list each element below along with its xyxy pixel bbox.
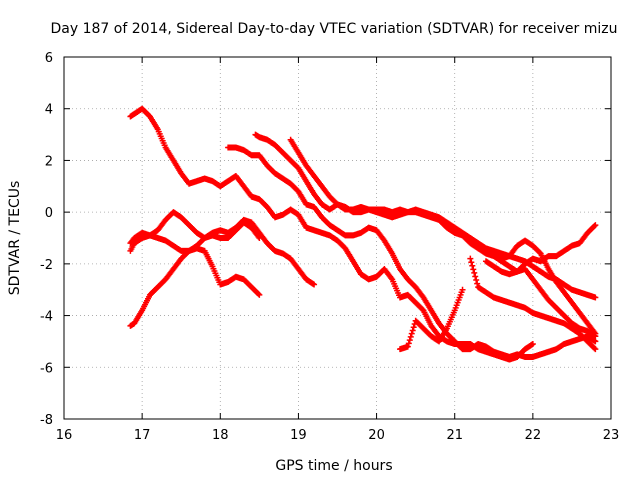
- x-tick-label: 18: [212, 428, 229, 443]
- data-point: [592, 346, 599, 353]
- data-point: [471, 269, 478, 276]
- data-point: [404, 343, 411, 350]
- data-point: [472, 273, 479, 280]
- data-point: [405, 340, 412, 347]
- y-tick-label: -2: [40, 258, 53, 273]
- data-series: [287, 136, 599, 301]
- data-point: [459, 286, 466, 293]
- data-point: [591, 223, 598, 230]
- data-markers: [127, 105, 599, 363]
- data-point: [468, 259, 475, 266]
- data-point: [408, 330, 415, 337]
- y-tick-label: 6: [45, 51, 53, 66]
- data-point: [529, 341, 536, 348]
- data-series: [127, 245, 263, 329]
- x-tick-label: 22: [525, 428, 542, 443]
- data-series: [225, 144, 599, 360]
- y-tick-label: 2: [45, 154, 53, 169]
- data-point: [591, 345, 598, 352]
- x-tick-label: 19: [290, 428, 307, 443]
- y-tick-label: -6: [40, 361, 53, 376]
- chart-title: Day 187 of 2014, Sidereal Day-to-day VTE…: [51, 21, 618, 37]
- data-series: [397, 286, 466, 353]
- y-tick-label: -8: [40, 413, 53, 428]
- data-point: [409, 327, 416, 334]
- x-tick-label: 20: [368, 428, 385, 443]
- x-tick-label: 17: [134, 428, 151, 443]
- data-series: [482, 237, 599, 337]
- x-tick-label: 23: [603, 428, 620, 443]
- data-series: [467, 255, 599, 353]
- data-point: [592, 338, 599, 345]
- data-point: [410, 324, 417, 331]
- plot-frame: [63, 56, 612, 420]
- y-tick-label: 4: [45, 103, 53, 118]
- data-point: [473, 277, 480, 284]
- axis-ticks: 16 17 18 19 20 21 22 23 -8 -6 -4 -2 0 2 4 6: [40, 51, 619, 443]
- data-point: [474, 280, 481, 287]
- data-point: [592, 222, 599, 229]
- data-point: [467, 255, 474, 262]
- data-point: [470, 266, 477, 273]
- x-tick-label: 16: [56, 428, 73, 443]
- data-series: [482, 222, 599, 278]
- data-point: [406, 337, 413, 344]
- data-point: [255, 290, 262, 297]
- x-axis-label: GPS time / hours: [275, 458, 392, 474]
- data-series: [127, 105, 536, 363]
- y-tick-label: -4: [40, 310, 53, 325]
- data-point: [592, 294, 599, 301]
- data-point: [256, 235, 263, 241]
- data-point: [469, 262, 476, 269]
- data-point: [256, 291, 263, 298]
- y-axis-label: SDTVAR / TECUs: [7, 181, 23, 296]
- data-point: [592, 330, 599, 337]
- data-point: [407, 333, 414, 340]
- x-tick-label: 21: [446, 428, 463, 443]
- data-point: [311, 281, 318, 288]
- y-tick-label: 0: [45, 206, 53, 221]
